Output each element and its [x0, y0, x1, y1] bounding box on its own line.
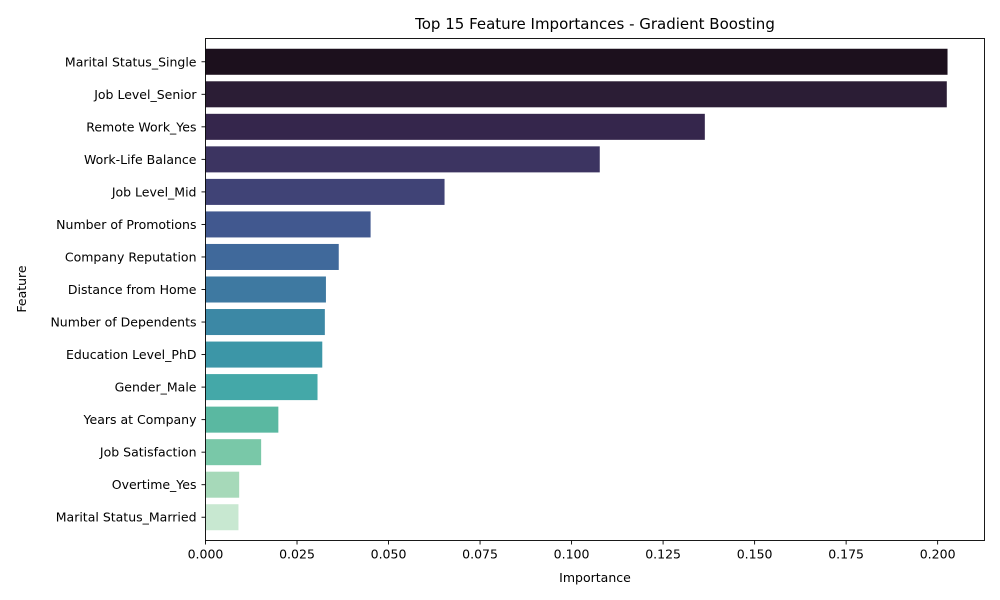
- bar: [205, 146, 600, 173]
- y-tick-group: Marital Status_Single Job Level_Senior Rem…: [50, 54, 206, 525]
- bar: [205, 341, 323, 368]
- bar: [205, 113, 705, 140]
- bar: [205, 504, 239, 531]
- y-tick-label: Job Satisfaction: [99, 445, 197, 460]
- bar: [205, 309, 325, 336]
- x-tick-label: 0.025: [279, 547, 315, 562]
- bar: [205, 439, 262, 466]
- y-tick-label: Job Level_Senior: [93, 87, 197, 102]
- y-tick-label: Marital Status_Married: [56, 510, 197, 525]
- x-tick-label: 0.050: [371, 547, 407, 562]
- x-tick-label: 0.100: [554, 547, 590, 562]
- bar: [205, 211, 371, 238]
- y-tick-label: Number of Dependents: [50, 315, 196, 330]
- y-tick-label: Overtime_Yes: [112, 477, 197, 492]
- bar: [205, 81, 947, 108]
- bar: [205, 48, 948, 75]
- y-tick-label: Marital Status_Single: [65, 54, 197, 69]
- x-axis-title: Importance: [559, 570, 631, 585]
- x-tick-label: 0.075: [462, 547, 498, 562]
- y-tick-label: Work-Life Balance: [84, 152, 197, 167]
- y-tick-label: Education Level_PhD: [66, 347, 197, 362]
- y-tick-label: Company Reputation: [65, 249, 197, 264]
- x-tick-group: 0.000 0.025 0.050 0.075 0.100 0.125 0.150 0.175…: [188, 540, 956, 562]
- plot-frame: [205, 38, 985, 541]
- x-tick-label: 0.175: [828, 547, 864, 562]
- bar: [205, 406, 279, 433]
- y-tick-label: Number of Promotions: [56, 217, 196, 232]
- x-tick-label: 0.125: [645, 547, 681, 562]
- chart-title: Top 15 Feature Importances - Gradient Bo…: [414, 15, 775, 33]
- bar: [205, 374, 318, 401]
- bar: [205, 276, 326, 303]
- bars-group: [205, 48, 948, 531]
- x-tick-label: 0.150: [737, 547, 773, 562]
- y-tick-label: Remote Work_Yes: [86, 119, 196, 134]
- bar: [205, 243, 339, 270]
- bar: [205, 178, 445, 205]
- y-tick-label: Years at Company: [83, 412, 198, 427]
- x-tick-label: 0.000: [188, 547, 224, 562]
- bar: [205, 471, 240, 498]
- y-axis-title: Feature: [14, 265, 29, 313]
- y-tick-label: Gender_Male: [115, 380, 197, 395]
- y-tick-label: Distance from Home: [68, 282, 197, 297]
- x-tick-label: 0.200: [920, 547, 956, 562]
- y-tick-label: Job Level_Mid: [111, 184, 197, 199]
